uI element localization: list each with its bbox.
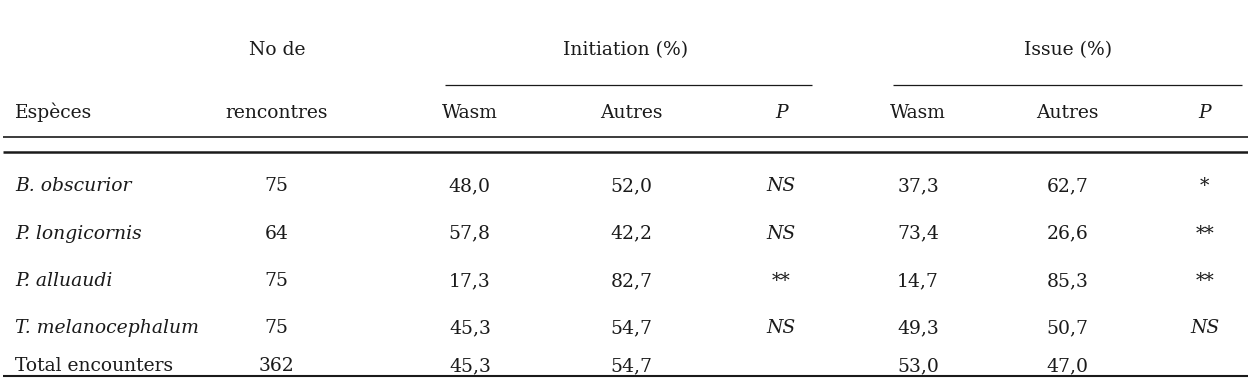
Text: 54,7: 54,7 [610,357,653,375]
Text: 45,3: 45,3 [449,319,490,337]
Text: B. obscurior: B. obscurior [15,177,131,195]
Text: Wasm: Wasm [891,104,946,121]
Text: 17,3: 17,3 [449,272,490,290]
Text: 37,3: 37,3 [897,177,940,195]
Text: Espèces: Espèces [15,103,93,122]
Text: rencontres: rencontres [225,104,328,121]
Text: NS: NS [767,225,796,243]
Text: 62,7: 62,7 [1047,177,1088,195]
Text: Autres: Autres [600,104,663,121]
Text: 47,0: 47,0 [1047,357,1088,375]
Text: 54,7: 54,7 [610,319,653,337]
Text: *: * [1200,177,1210,195]
Text: 73,4: 73,4 [897,225,940,243]
Text: **: ** [1195,272,1213,290]
Text: T. melanocephalum: T. melanocephalum [15,319,199,337]
Text: 50,7: 50,7 [1047,319,1088,337]
Text: P: P [774,104,787,121]
Text: NS: NS [767,319,796,337]
Text: Issue (%): Issue (%) [1023,41,1112,59]
Text: 75: 75 [265,272,289,290]
Text: 64: 64 [265,225,289,243]
Text: Total encounters: Total encounters [15,357,174,375]
Text: 82,7: 82,7 [610,272,653,290]
Text: 57,8: 57,8 [449,225,490,243]
Text: **: ** [1195,225,1213,243]
Text: NS: NS [1190,319,1220,337]
Text: No de: No de [249,41,305,59]
Text: 14,7: 14,7 [897,272,940,290]
Text: Autres: Autres [1036,104,1098,121]
Text: Initiation (%): Initiation (%) [563,41,688,59]
Text: 45,3: 45,3 [449,357,490,375]
Text: 49,3: 49,3 [897,319,940,337]
Text: P. longicornis: P. longicornis [15,225,141,243]
Text: 85,3: 85,3 [1047,272,1088,290]
Text: 75: 75 [265,177,289,195]
Text: Wasm: Wasm [442,104,498,121]
Text: **: ** [772,272,791,290]
Text: 75: 75 [265,319,289,337]
Text: 53,0: 53,0 [897,357,940,375]
Text: 48,0: 48,0 [449,177,490,195]
Text: P. alluaudi: P. alluaudi [15,272,113,290]
Text: NS: NS [767,177,796,195]
Text: P: P [1198,104,1211,121]
Text: 362: 362 [259,357,295,375]
Text: 52,0: 52,0 [610,177,653,195]
Text: 42,2: 42,2 [610,225,653,243]
Text: 26,6: 26,6 [1047,225,1088,243]
